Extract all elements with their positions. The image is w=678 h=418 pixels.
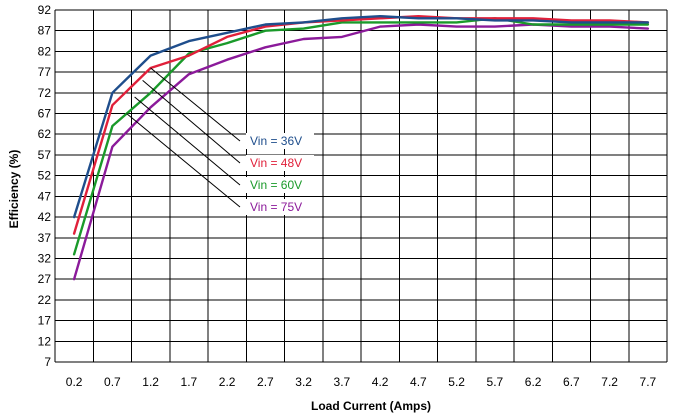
x-tick-label: 5.7	[487, 375, 504, 389]
y-tick-label: 22	[38, 293, 52, 307]
x-tick-label: 3.7	[334, 375, 351, 389]
legend-label: Vin = 60V	[250, 178, 302, 192]
legend-leader-line	[151, 68, 240, 141]
y-tick-label: 7	[44, 355, 51, 369]
y-tick-label: 32	[38, 251, 52, 265]
x-tick-label: 7.7	[640, 375, 657, 389]
y-tick-label: 72	[38, 86, 52, 100]
y-tick-label: 52	[38, 169, 52, 183]
x-tick-label: 2.7	[257, 375, 274, 389]
legend-label: Vin = 75V	[250, 200, 302, 214]
x-tick-labels: 0.2 0.7 1.2 1.7 2.2 2.7 3.2 3.7 4.2 4.7 5.2 5.7 6.2 6…	[66, 375, 657, 389]
legend: Vin = 36V Vin = 48V Vin = 60V Vin = 75V	[246, 133, 314, 215]
x-tick-label: 1.2	[142, 375, 159, 389]
legend-leader-lines	[127, 68, 240, 207]
x-tick-label: 4.7	[410, 375, 427, 389]
y-tick-label: 37	[38, 231, 52, 245]
x-tick-label: 6.7	[563, 375, 580, 389]
y-tick-label: 42	[38, 210, 52, 224]
legend-label: Vin = 36V	[250, 134, 302, 148]
y-tick-label: 17	[38, 314, 52, 328]
y-tick-label: 77	[38, 65, 52, 79]
y-tick-label: 57	[38, 148, 52, 162]
legend-leader-line	[135, 97, 240, 185]
y-tick-label: 92	[38, 3, 52, 17]
x-tick-label: 1.7	[181, 375, 198, 389]
y-axis-title: Efficiency (%)	[7, 150, 21, 229]
y-tick-label: 27	[38, 272, 52, 286]
y-tick-label: 82	[38, 44, 52, 58]
grid	[55, 10, 667, 362]
x-tick-label: 7.2	[601, 375, 618, 389]
y-tick-label: 87	[38, 24, 52, 38]
y-tick-label: 67	[38, 107, 52, 121]
x-tick-label: 6.2	[525, 375, 542, 389]
y-tick-label: 12	[38, 334, 52, 348]
x-tick-label: 4.2	[372, 375, 389, 389]
x-tick-label: 0.2	[66, 375, 83, 389]
x-tick-label: 2.2	[219, 375, 236, 389]
y-tick-labels: 92 87 82 77 72 67 62 57 52 47 42 37 32 27 22 17 12 7	[38, 3, 52, 369]
x-axis-title: Load Current (Amps)	[311, 399, 431, 413]
x-tick-label: 5.2	[448, 375, 465, 389]
x-tick-label: 0.7	[104, 375, 121, 389]
x-tick-label: 3.2	[295, 375, 312, 389]
y-tick-label: 62	[38, 127, 52, 141]
legend-label: Vin = 48V	[250, 156, 302, 170]
y-tick-label: 47	[38, 189, 52, 203]
